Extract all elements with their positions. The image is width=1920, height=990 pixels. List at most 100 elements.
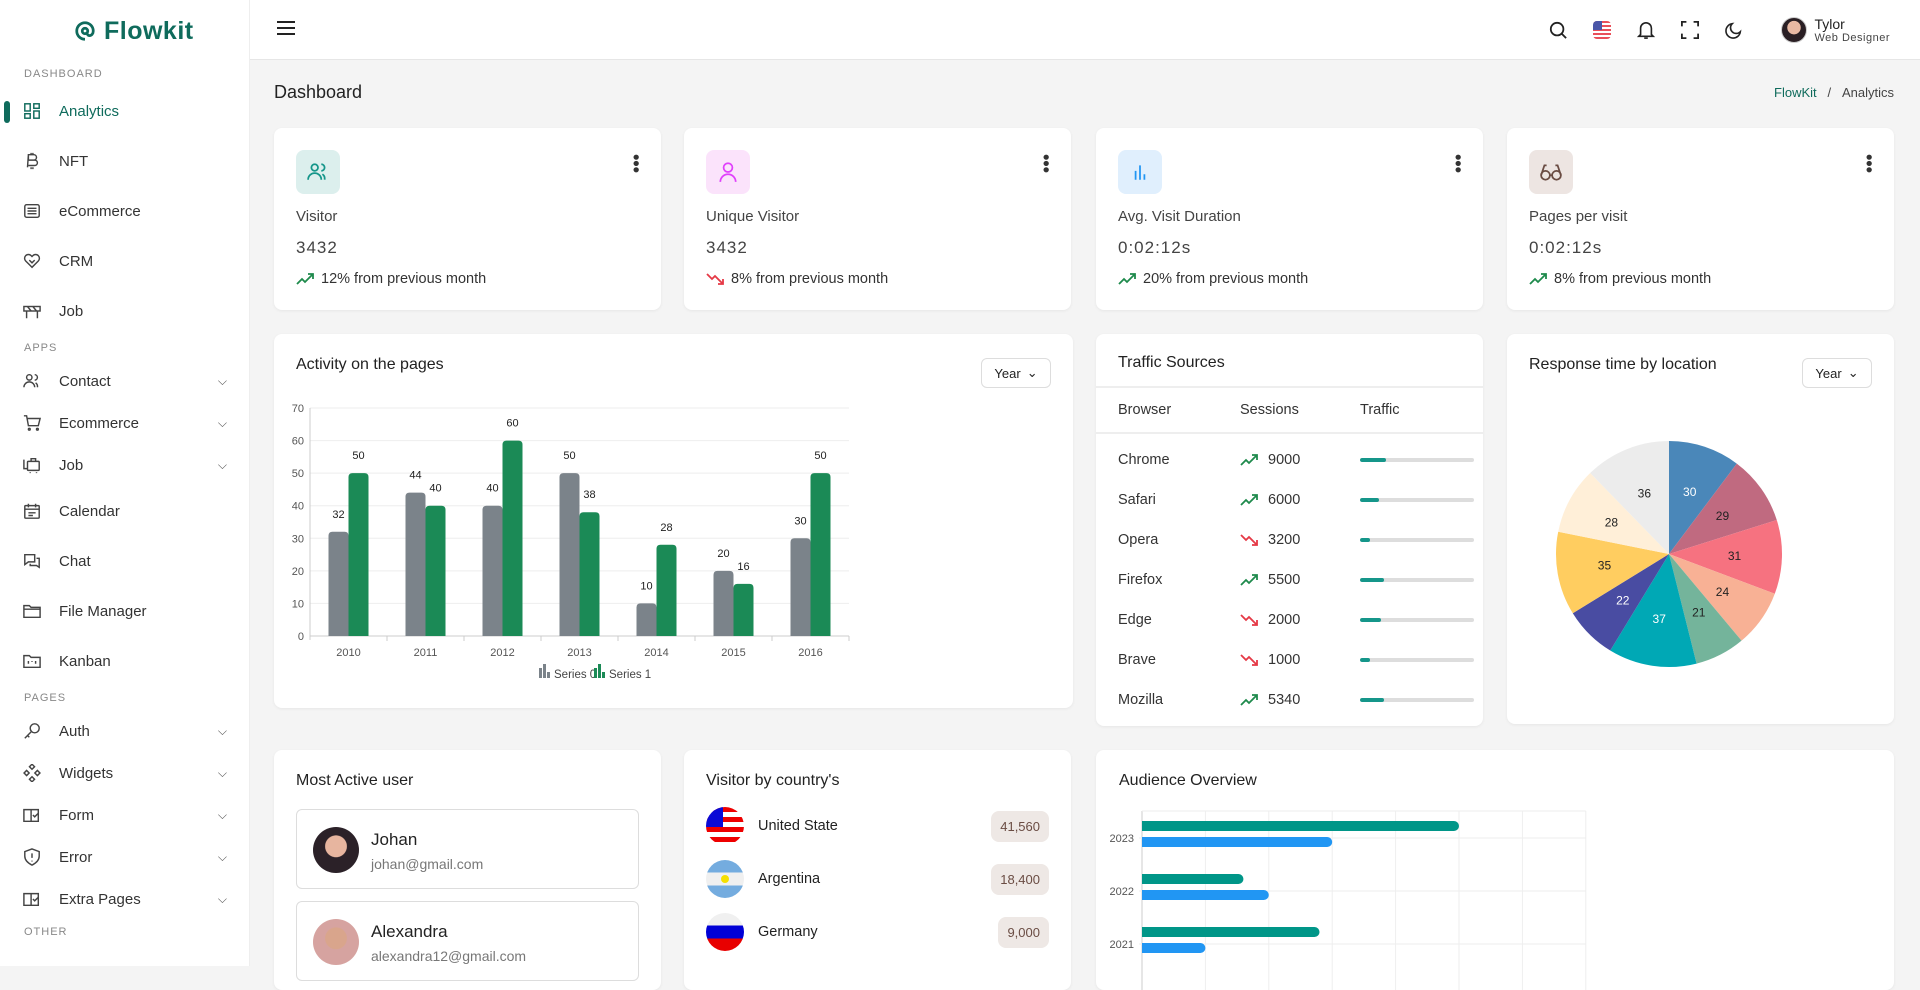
sidebar-item-label: Auth	[59, 722, 90, 740]
traffic-progress-fill	[1360, 618, 1381, 622]
shield-alert-icon	[22, 847, 42, 867]
trend-up-icon	[1240, 694, 1258, 706]
sidebar-item-auth[interactable]: Auth ⌵	[0, 710, 249, 752]
users-icon	[22, 371, 42, 391]
pie-data-label: 37	[1653, 612, 1667, 626]
fullscreen-icon[interactable]	[1679, 19, 1701, 41]
country-name: Argentina	[758, 871, 821, 887]
us-flag-icon[interactable]	[1591, 19, 1613, 41]
sidebar-item-ecommerce[interactable]: Ecommerce ⌵	[0, 402, 249, 444]
stat-change-text: 20% from previous month	[1143, 271, 1309, 287]
x-tick-label: 2014	[644, 647, 668, 659]
sidebar-item-kanban[interactable]: Kanban	[0, 636, 249, 686]
more-options-icon[interactable]: •••	[1036, 154, 1056, 173]
germany-flag-icon	[706, 913, 744, 951]
most-active-title: Most Active user	[296, 772, 414, 789]
sidebar-item-label: NFT	[59, 152, 89, 170]
user-card[interactable]: Johan johan@gmail.com	[296, 809, 639, 889]
y-tick-label: 2021	[1110, 939, 1134, 951]
list-item: Argentina 18,400	[706, 859, 1049, 899]
trend-up-icon	[296, 273, 314, 285]
pie-data-label: 31	[1728, 549, 1742, 563]
brand-name: Flowkit	[104, 16, 194, 45]
table-row: Opera 3200	[1096, 520, 1483, 560]
more-options-icon[interactable]: •••	[1448, 154, 1468, 173]
user-menu[interactable]: Tylor Web Designer	[1780, 15, 1891, 44]
pie-slice	[1669, 463, 1777, 554]
sidebar-item-extra-pages[interactable]: Extra Pages ⌵	[0, 878, 249, 920]
pie-slice	[1669, 520, 1782, 594]
user-email: johan@gmail.com	[371, 856, 484, 872]
chevron-down-icon: ⌵	[217, 807, 227, 822]
moon-icon[interactable]	[1723, 19, 1745, 41]
widgets-icon	[22, 763, 42, 783]
browser-name: Brave	[1118, 652, 1156, 668]
traffic-table: Browser Sessions Traffic Chrome 9000 Saf…	[1096, 386, 1483, 720]
more-options-icon[interactable]: •••	[1859, 154, 1879, 173]
sidebar-item-label: eCommerce	[59, 202, 141, 220]
user-email: alexandra12@gmail.com	[371, 948, 527, 964]
sidebar-item-crm[interactable]: CRM	[0, 236, 249, 286]
activity-year-select[interactable]: Year ⌄	[981, 358, 1051, 388]
sidebar-item-job[interactable]: Job	[0, 286, 249, 336]
stat-label: Visitor	[296, 208, 338, 225]
chevron-down-icon: ⌵	[217, 373, 227, 388]
sidebar-item-analytics[interactable]: Analytics	[0, 86, 249, 136]
sessions-value: 1000	[1268, 652, 1301, 668]
traffic-progress-bar	[1360, 458, 1474, 462]
sidebar-item-form[interactable]: Form ⌵	[0, 794, 249, 836]
data-label: 38	[583, 489, 595, 501]
calendar-icon	[22, 501, 42, 521]
brand-logo[interactable]: Flowkit	[0, 0, 249, 62]
legend-series-1: Series 1	[594, 664, 651, 681]
chevron-down-icon: ⌵	[217, 723, 227, 738]
chevron-down-icon: ⌵	[217, 891, 227, 906]
traffic-title: Traffic Sources	[1118, 354, 1225, 371]
sidebar-item-label: Job	[59, 456, 84, 474]
sidebar-item-label: Analytics	[59, 102, 120, 120]
sidebar-item-calendar[interactable]: Calendar	[0, 486, 249, 536]
table-row: Edge 2000	[1096, 600, 1483, 640]
sidebar-item-contact[interactable]: Contact ⌵	[0, 360, 249, 402]
more-options-icon[interactable]: •••	[626, 154, 646, 173]
list-item: United State 41,560	[706, 806, 1049, 846]
sidebar-item-file-manager[interactable]: File Manager	[0, 586, 249, 636]
bar-series-0	[405, 492, 426, 636]
country-name: United State	[758, 818, 838, 834]
page-title: Dashboard	[274, 82, 363, 102]
user-icon	[706, 150, 750, 194]
sidebar-item-error[interactable]: Error ⌵	[0, 836, 249, 878]
sidebar-item-nft[interactable]: NFT	[0, 136, 249, 186]
search-icon[interactable]	[1547, 19, 1569, 41]
sidebar-item-job[interactable]: Job ⌵	[0, 444, 249, 486]
sidebar-item-widgets[interactable]: Widgets ⌵	[0, 752, 249, 794]
user-card[interactable]: Alexandra alexandra12@gmail.com	[296, 901, 639, 981]
browser-name: Safari	[1118, 492, 1156, 508]
traffic-progress-fill	[1360, 458, 1387, 462]
trend-up-icon	[1118, 273, 1136, 285]
user-name: Tylor	[1814, 15, 1845, 32]
bar-series-0	[1142, 874, 1244, 884]
trend-down-icon	[1240, 654, 1258, 666]
chevron-down-icon: ⌄	[1026, 365, 1038, 380]
bell-icon[interactable]	[1635, 19, 1657, 41]
stat-change: 8% from previous month	[1529, 271, 1711, 287]
avatar	[1780, 17, 1807, 43]
column-header: Traffic	[1360, 402, 1400, 418]
pie-data-label: 35	[1598, 559, 1612, 573]
bar-series-1	[579, 512, 600, 636]
data-label: 20	[717, 548, 729, 560]
menu-icon[interactable]	[276, 18, 296, 43]
breadcrumb-home[interactable]: FlowKit	[1774, 85, 1817, 100]
chevron-down-icon: ⌵	[217, 765, 227, 780]
response-year-select[interactable]: Year ⌄	[1802, 358, 1872, 388]
sidebar-item-chat[interactable]: Chat	[0, 536, 249, 586]
store-icon	[22, 201, 42, 221]
activity-bar-chart: 0102030405060702010325020114440201240602…	[292, 403, 850, 681]
x-tick-label: 2012	[490, 647, 514, 659]
trend-up-icon	[1240, 454, 1258, 466]
x-tick-label: 2011	[414, 647, 438, 659]
sidebar-item-ecommerce[interactable]: eCommerce	[0, 186, 249, 236]
data-label: 28	[660, 522, 672, 534]
chevron-down-icon: ⌵	[217, 849, 227, 864]
